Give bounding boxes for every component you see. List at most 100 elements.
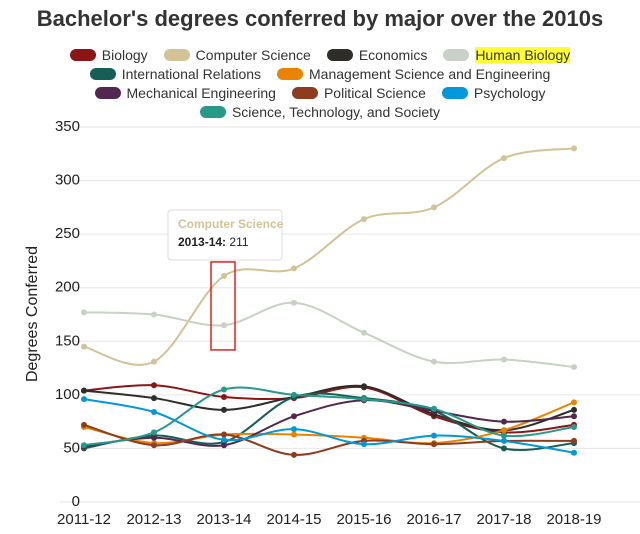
data-point [291,426,297,433]
data-point [571,449,577,456]
data-point [221,406,227,413]
y-tick-label: 350 [55,118,80,135]
legend-swatch [199,105,226,118]
legend-item[interactable]: Management Science and Engineering [277,65,550,82]
data-point [151,395,157,402]
series-line [83,392,575,452]
data-point [361,383,367,390]
data-point [571,406,577,413]
x-tick-label: 2014-15 [266,511,321,528]
y-tick-label: 200 [55,279,80,296]
data-point [81,396,87,403]
data-point [571,364,577,370]
data-point [81,343,87,350]
legend-swatch [291,86,318,99]
data-point [571,399,577,406]
data-point [221,442,227,449]
data-point [151,311,157,318]
legend-swatch [326,48,353,61]
data-point [291,265,297,272]
data-point [81,309,87,316]
data-point [291,451,297,458]
x-tick-label: 2016-17 [406,511,461,528]
data-point [291,431,297,438]
chart-title: Bachelor's degrees conferred by major ov… [36,6,604,31]
x-tick-label: 2011-12 [57,511,111,528]
legend-label: Psychology [473,84,546,101]
data-point [221,386,227,393]
data-point [81,421,87,428]
legend-item[interactable]: Economics [326,46,428,63]
data-point [361,441,367,448]
legend-swatch [277,67,304,80]
tooltip-number: 211 [229,235,248,249]
data-point [151,409,157,415]
data-point [501,418,507,425]
x-tick-label: 2017-18 [476,511,531,528]
legend-swatch [69,48,96,61]
series-line [83,384,575,434]
data-point [81,387,87,394]
tooltip-value: 2013-14: 211 [178,235,249,249]
data-point [501,437,507,444]
data-point [501,155,507,162]
data-point [431,204,437,211]
legend-label: Human Biology [475,46,571,63]
legend-label: Economics [358,46,428,63]
data-point [361,329,367,336]
data-point [501,445,507,452]
legend-item[interactable]: Science, Technology, and Society [199,103,441,120]
tooltip-category: 2013-14 [178,235,222,249]
data-point [361,396,367,403]
series-line [83,386,575,447]
highlight-box [210,261,236,351]
y-tick-label: 50 [63,439,80,456]
legend-label: Political Science [323,84,426,101]
legend: Biology Computer Science Economics Human Bi… [0,46,640,120]
data-point [221,272,227,279]
legend-swatch [163,48,190,61]
data-point [361,216,367,223]
legend-item[interactable]: Psychology [441,84,546,101]
legend-item[interactable]: International Relations [89,65,262,82]
data-point [571,413,577,420]
legend-item[interactable]: Mechanical Engineering [94,84,276,101]
legend-item[interactable]: Human Biology [443,46,571,63]
x-tick-label: 2015-16 [336,511,391,528]
series-line [83,398,575,454]
x-tick-label: 2013-14 [196,511,251,528]
legend-swatch [94,86,121,99]
series-line [83,384,575,432]
legend-item[interactable]: Political Science [291,84,426,101]
legend-item[interactable]: Computer Science [163,46,311,63]
legend-label: Mechanical Engineering [126,84,276,101]
data-point [571,145,577,152]
data-point [81,442,87,449]
x-tick-label: 2018-19 [546,511,601,528]
data-point [431,432,437,439]
y-axis-label: Degrees Conferred [24,246,41,382]
tooltip-box [167,209,283,261]
data-point [431,358,437,365]
data-point [151,382,157,389]
x-tick-label: 2012-13 [126,511,181,528]
legend-swatch [441,86,468,99]
data-point [221,322,227,329]
data-point [571,424,577,430]
series-line [83,399,575,448]
legend-item[interactable]: Biology [69,46,148,63]
data-point [501,356,507,363]
data-point [221,436,227,443]
data-point [501,427,507,434]
series-line [83,147,575,366]
data-point [151,429,157,436]
legend-label: International Relations [121,65,262,82]
legend-label: Science, Technology, and Society [231,103,441,120]
series-line [83,301,575,368]
data-point [501,432,507,439]
tooltip-sep: : [222,235,229,249]
legend-label: Management Science and Engineering [309,65,551,82]
data-point [431,405,437,412]
